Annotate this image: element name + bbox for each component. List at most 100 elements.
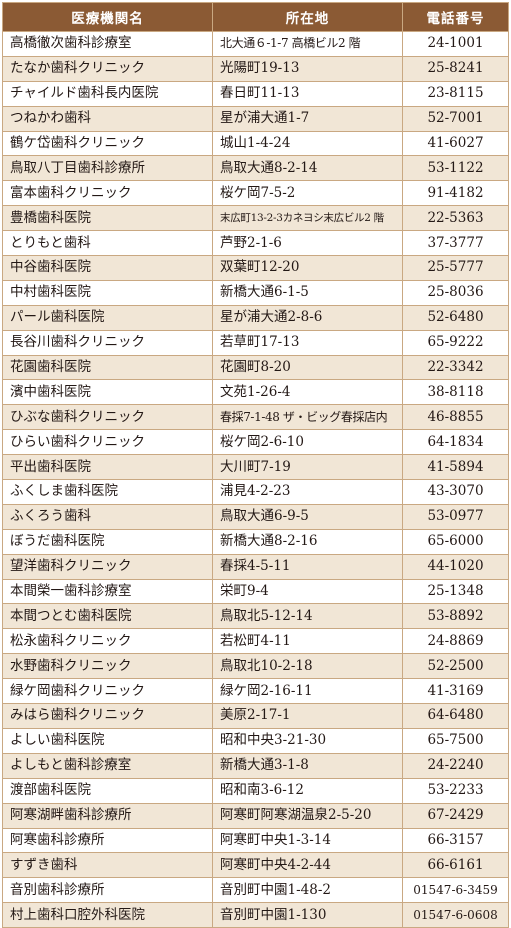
table-row: すずき歯科 阿寒町中央4-2-44 66-6161 [2,852,509,879]
phone-cell: 25-8036 [402,279,509,306]
address-cell: 阿寒町中央1-3-14 [212,827,403,854]
phone-cell: 53-0977 [402,503,509,530]
clinic-name-cell: 緑ケ岡歯科クリニック [2,678,213,705]
table-row: 平出歯科医院 大川町7-19 41-5894 [2,454,509,481]
table-row: 長谷川歯科クリニック 若草町17-13 65-9222 [2,329,509,356]
phone-cell: 67-2429 [402,802,509,829]
address-cell: 昭和南3-6-12 [212,777,403,804]
address-cell: 光陽町19-13 [212,55,403,82]
address-cell: 新橋大通6-1-5 [212,279,403,306]
clinic-name-cell: 渡部歯科医院 [2,777,213,804]
phone-cell: 24-2240 [402,752,509,779]
clinic-name-cell: 中村歯科医院 [2,279,213,306]
clinic-name-cell: ひらい歯科クリニック [2,429,213,456]
address-cell: 音別町中園1-130 [212,902,403,928]
header-clinic-name: 医療機関名 [2,2,213,32]
address-cell: 若草町17-13 [212,329,403,356]
table-row: 鶴ケ岱歯科クリニック 城山1-4-24 41-6027 [2,130,509,157]
phone-cell: 25-8241 [402,55,509,82]
clinic-name-cell: 本間つとむ歯科医院 [2,603,213,630]
clinic-name-cell: パール歯科医院 [2,304,213,331]
phone-cell: 52-7001 [402,105,509,132]
table-row: よしもと歯科診療室 新橋大通3-1-8 24-2240 [2,752,509,779]
clinic-name-cell: 長谷川歯科クリニック [2,329,213,356]
phone-cell: 01547-6-3459 [402,877,509,904]
header-phone: 電話番号 [402,2,509,32]
table-row: 水野歯科クリニック 鳥取北10-2-18 52-2500 [2,653,509,680]
table-row: 高橋徹次歯科診療室 北大通６-1-7 高橋ビル2 階 24-1001 [2,31,509,57]
address-cell: 桜ケ岡2-6-10 [212,429,403,456]
phone-cell: 41-3169 [402,678,509,705]
table-row: 中村歯科医院 新橋大通6-1-5 25-8036 [2,279,509,306]
address-cell: 北大通６-1-7 高橋ビル2 階 [212,31,403,57]
table-row: たなか歯科クリニック 光陽町19-13 25-8241 [2,55,509,82]
clinic-name-cell: 中谷歯科医院 [2,255,213,281]
address-cell: 栄町9-4 [212,578,403,605]
table-row: 濱中歯科医院 文苑1-26-4 38-8118 [2,379,509,406]
address-cell: 春採4-5-11 [212,553,403,580]
phone-cell: 65-7500 [402,727,509,754]
phone-cell: 52-2500 [402,653,509,680]
table-row: よしい歯科医院 昭和中央3-21-30 65-7500 [2,727,509,754]
address-cell: 鳥取北5-12-14 [212,603,403,630]
address-cell: 鳥取大通6-9-5 [212,503,403,530]
clinic-name-cell: みはら歯科クリニック [2,703,213,729]
address-cell: 文苑1-26-4 [212,379,403,406]
phone-cell: 52-6480 [402,304,509,331]
phone-cell: 65-6000 [402,528,509,555]
address-cell: 末広町13-2-3カネヨシ末広ビル2 階 [212,205,403,232]
clinic-name-cell: つねかわ歯科 [2,105,213,132]
clinic-name-cell: 濱中歯科医院 [2,379,213,406]
clinic-name-cell: 花園歯科医院 [2,354,213,381]
table-row: 鳥取八丁目歯科診療所 鳥取大通8-2-14 53-1122 [2,155,509,182]
clinic-name-cell: 水野歯科クリニック [2,653,213,680]
phone-cell: 66-3157 [402,827,509,854]
phone-cell: 64-6480 [402,703,509,729]
phone-cell: 22-5363 [402,205,509,232]
table-row: 音別歯科診療所 音別町中園1-48-2 01547-6-3459 [2,877,509,904]
phone-cell: 41-5894 [402,454,509,481]
header-address: 所在地 [212,2,403,32]
phone-cell: 53-2233 [402,777,509,804]
phone-cell: 24-1001 [402,31,509,57]
clinic-name-cell: 村上歯科口腔外科医院 [2,902,213,928]
phone-cell: 22-3342 [402,354,509,381]
address-cell: 城山1-4-24 [212,130,403,157]
clinic-name-cell: 音別歯科診療所 [2,877,213,904]
clinic-name-cell: 鳥取八丁目歯科診療所 [2,155,213,182]
table-row: ひぶな歯科クリニック 春採7-1-48 ザ・ビッグ春採店内 46-8855 [2,404,509,431]
phone-cell: 38-8118 [402,379,509,406]
phone-cell: 64-1834 [402,429,509,456]
address-cell: 春採7-1-48 ザ・ビッグ春採店内 [212,404,403,431]
clinic-name-cell: とりもと歯科 [2,230,213,257]
phone-cell: 01547-6-0608 [402,902,509,928]
address-cell: 阿寒町阿寒湖温泉2-5-20 [212,802,403,829]
clinic-name-cell: 阿寒湖畔歯科診療所 [2,802,213,829]
clinic-name-cell: 豊橋歯科医院 [2,205,213,232]
clinic-name-cell: 望洋歯科クリニック [2,553,213,580]
address-cell: 美原2-17-1 [212,703,403,729]
table-row: 松永歯科クリニック 若松町4-11 24-8869 [2,628,509,655]
clinic-name-cell: 平出歯科医院 [2,454,213,481]
clinic-name-cell: チャイルド歯科長内医院 [2,80,213,107]
phone-cell: 53-8892 [402,603,509,630]
phone-cell: 44-1020 [402,553,509,580]
address-cell: 双葉町12-20 [212,255,403,281]
address-cell: 緑ケ岡2-16-11 [212,678,403,705]
table-row: パール歯科医院 星が浦大通2-8-6 52-6480 [2,304,509,331]
table-row: 阿寒歯科診療所 阿寒町中央1-3-14 66-3157 [2,827,509,854]
phone-cell: 65-9222 [402,329,509,356]
table-body: 高橋徹次歯科診療室 北大通６-1-7 高橋ビル2 階 24-1001 たなか歯科クリニ… [2,31,509,928]
address-cell: 大川町7-19 [212,454,403,481]
table-row: ふくしま歯科医院 浦見4-2-23 43-3070 [2,479,509,505]
table-row: 豊橋歯科医院 末広町13-2-3カネヨシ末広ビル2 階 22-5363 [2,205,509,232]
table-row: 中谷歯科医院 双葉町12-20 25-5777 [2,255,509,281]
address-cell: 阿寒町中央4-2-44 [212,852,403,879]
phone-cell: 66-6161 [402,852,509,879]
table-row: ひらい歯科クリニック 桜ケ岡2-6-10 64-1834 [2,429,509,456]
clinic-name-cell: 高橋徹次歯科診療室 [2,31,213,57]
clinic-name-cell: ふくろう歯科 [2,503,213,530]
address-cell: 星が浦大通2-8-6 [212,304,403,331]
clinic-name-cell: よしもと歯科診療室 [2,752,213,779]
table-row: 本間つとむ歯科医院 鳥取北5-12-14 53-8892 [2,603,509,630]
